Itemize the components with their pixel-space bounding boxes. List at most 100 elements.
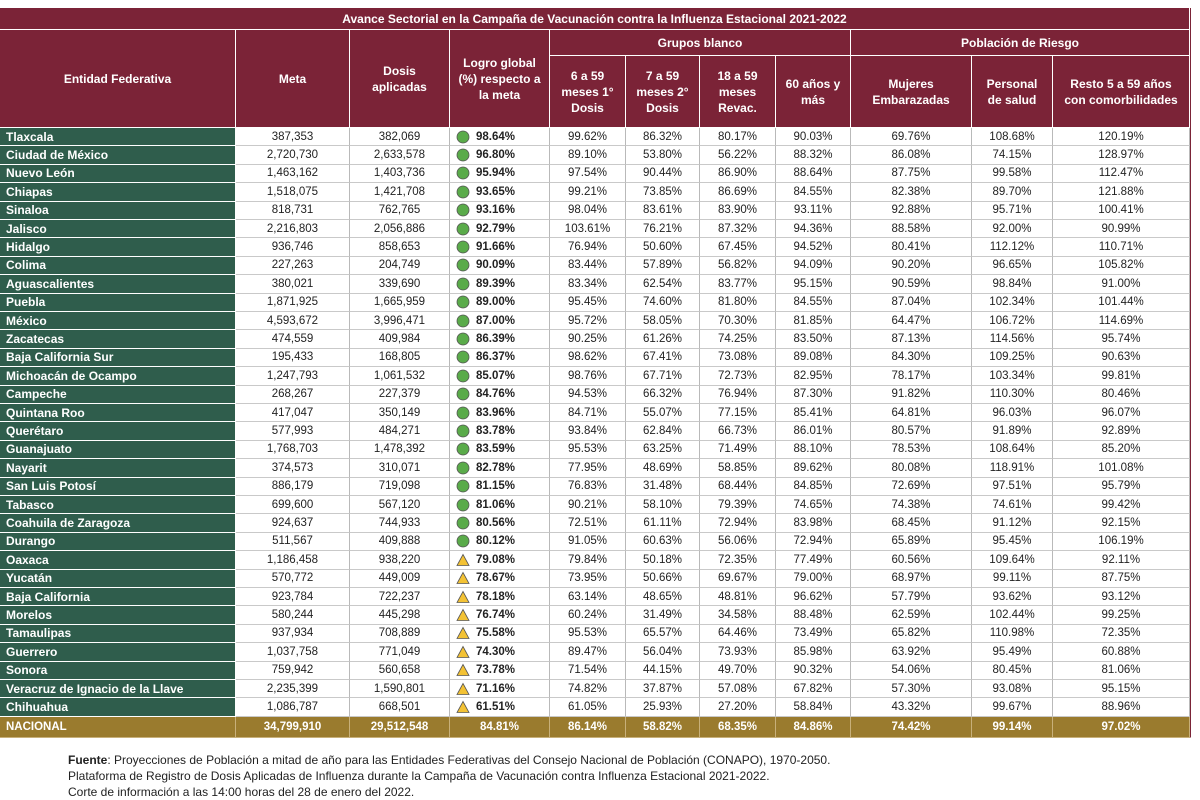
footer-line: Fuente: Proyecciones de Población a mita… <box>68 753 830 767</box>
cell-value: 56.22% <box>700 146 776 165</box>
cell-value: 91.12% <box>972 514 1053 533</box>
cell-value: 57.89% <box>626 256 700 276</box>
cell-value: 86.14% <box>550 716 626 738</box>
cell-value: 1,665,959 <box>350 293 450 312</box>
cell-value: 93.62% <box>972 588 1053 607</box>
cell-value: 34,799,910 <box>236 716 350 738</box>
cell-value: 108.68% <box>972 128 1053 147</box>
cell-value: 84.81% <box>450 716 550 738</box>
cell-value: 89.47% <box>550 643 626 662</box>
cell-value: 72.94% <box>700 514 776 533</box>
logro-cell: 83.96% <box>450 404 550 423</box>
logro-value: 78.18% <box>476 590 516 603</box>
cell-value: 88.48% <box>776 606 851 625</box>
cell-value: 83.34% <box>550 275 626 294</box>
status-icon <box>456 571 470 585</box>
cell-value: 923,784 <box>236 588 350 607</box>
cell-value: 114.69% <box>1053 312 1190 331</box>
cell-value: 76.94% <box>700 385 776 404</box>
entity-name: Colima <box>0 256 236 276</box>
cell-value: 818,731 <box>236 201 350 220</box>
cell-value: 92.11% <box>1053 551 1190 570</box>
entity-name: Durango <box>0 532 236 552</box>
entity-name: Guanajuato <box>0 440 236 460</box>
cell-value: 90.63% <box>1053 348 1190 368</box>
cell-value: 91.00% <box>1053 275 1190 294</box>
cell-value: 90.99% <box>1053 220 1190 239</box>
cell-value: 76.94% <box>550 238 626 257</box>
status-icon <box>456 314 470 328</box>
cell-value: 310,071 <box>350 459 450 478</box>
cell-value: 195,433 <box>236 348 350 368</box>
cell-value: 4,593,672 <box>236 312 350 331</box>
cell-value: 82.95% <box>776 367 851 386</box>
logro-value: 86.37% <box>476 351 516 364</box>
cell-value: 74.42% <box>851 716 972 738</box>
entity-name: Jalisco <box>0 220 236 239</box>
cell-value: 60.63% <box>626 532 700 552</box>
cell-value: 3,996,471 <box>350 312 450 331</box>
cell-value: 99.11% <box>972 569 1053 588</box>
cell-value: 65.82% <box>851 624 972 644</box>
logro-value: 95.94% <box>476 167 516 180</box>
cell-value: 99.42% <box>1053 496 1190 515</box>
cell-value: 858,653 <box>350 238 450 257</box>
cell-value: 227,379 <box>350 385 450 404</box>
cell-value: 93.12% <box>1053 588 1190 607</box>
cell-value: 99.62% <box>550 128 626 147</box>
cell-value: 109.25% <box>972 348 1053 368</box>
cell-value: 1,186,458 <box>236 551 350 570</box>
status-icon <box>456 682 470 695</box>
logro-value: 89.39% <box>476 277 516 290</box>
cell-value: 72.94% <box>776 532 851 552</box>
cell-value: 168,805 <box>350 348 450 368</box>
cell-value: 82.38% <box>851 183 972 202</box>
logro-cell: 78.67% <box>450 569 550 588</box>
status-icon <box>456 369 470 383</box>
cell-value: 120.19% <box>1053 128 1190 147</box>
cell-value: 474,559 <box>236 330 350 349</box>
status-icon <box>456 332 470 346</box>
cell-value: 87.13% <box>851 330 972 349</box>
logro-cell: 74.30% <box>450 643 550 662</box>
logro-value: 81.15% <box>476 480 516 493</box>
group-header: Grupos blanco <box>550 30 851 56</box>
cell-value: 80.57% <box>851 422 972 441</box>
cell-value: 2,216,803 <box>236 220 350 239</box>
status-icon <box>456 277 470 291</box>
cell-value: 567,120 <box>350 496 450 515</box>
entity-name: Tamaulipas <box>0 624 236 644</box>
cell-value: 350,149 <box>350 404 450 423</box>
cell-value: 99.58% <box>972 164 1053 184</box>
cell-value: 374,573 <box>236 459 350 478</box>
cell-value: 96.07% <box>1053 404 1190 423</box>
cell-value: 80.46% <box>1053 385 1190 404</box>
cell-value: 94.36% <box>776 220 851 239</box>
cell-value: 85.41% <box>776 404 851 423</box>
column-header: 18 a 59 meses Revac. <box>700 56 776 128</box>
cell-value: 96.65% <box>972 256 1053 276</box>
cell-value: 80.17% <box>700 128 776 147</box>
cell-value: 49.70% <box>700 661 776 680</box>
cell-value: 1,403,736 <box>350 164 450 184</box>
cell-value: 57.79% <box>851 588 972 607</box>
cell-value: 128.97% <box>1053 146 1190 165</box>
cell-value: 77.15% <box>700 404 776 423</box>
cell-value: 50.18% <box>626 551 700 570</box>
cell-value: 2,633,578 <box>350 146 450 165</box>
cell-value: 55.07% <box>626 404 700 423</box>
cell-value: 83.44% <box>550 256 626 276</box>
entity-name: Tabasco <box>0 496 236 515</box>
cell-value: 37.87% <box>626 680 700 699</box>
cell-value: 65.89% <box>851 532 972 552</box>
cell-value: 560,658 <box>350 661 450 680</box>
cell-value: 57.08% <box>700 680 776 699</box>
logro-value: 80.12% <box>476 535 516 548</box>
footer-label: Fuente <box>68 753 108 767</box>
cell-value: 95.45% <box>550 293 626 312</box>
cell-value: 95.53% <box>550 624 626 644</box>
cell-value: 88.10% <box>776 440 851 460</box>
cell-value: 72.51% <box>550 514 626 533</box>
cell-value: 110.71% <box>1053 238 1190 257</box>
entity-name: Veracruz de Ignacio de la Llave <box>0 680 236 699</box>
